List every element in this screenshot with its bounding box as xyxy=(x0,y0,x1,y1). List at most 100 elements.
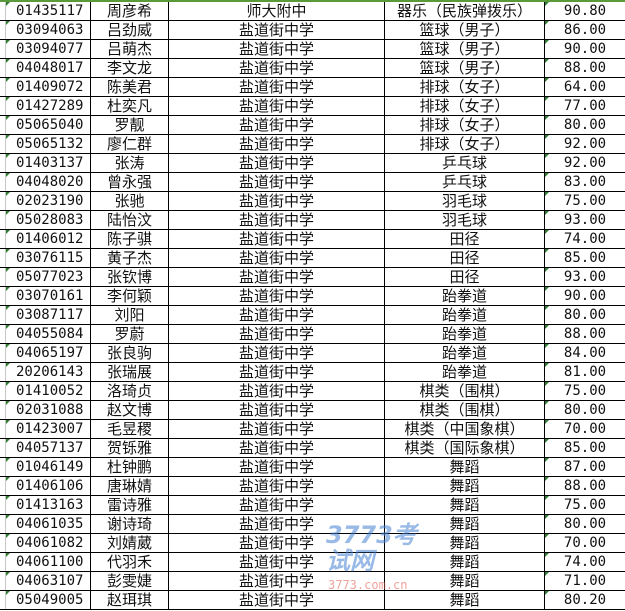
cell-score[interactable]: 70.00 xyxy=(545,534,625,552)
cell-name[interactable]: 罗蔚 xyxy=(91,325,169,343)
cell-score[interactable]: 74.00 xyxy=(545,553,625,571)
cell-id[interactable]: 01427289 xyxy=(6,97,91,115)
cell-item[interactable]: 排球（女子） xyxy=(385,78,545,96)
cell-score[interactable]: 74.00 xyxy=(545,230,625,248)
cell-id[interactable]: 04065197 xyxy=(6,344,91,362)
cell-school[interactable]: 盐道街中学 xyxy=(169,268,385,286)
cell-school[interactable]: 盐道街中学 xyxy=(169,97,385,115)
cell-id[interactable]: 03087117 xyxy=(6,306,91,324)
cell-id[interactable]: 01410052 xyxy=(6,382,91,400)
cell-item[interactable]: 跆拳道 xyxy=(385,306,545,324)
cell-name[interactable]: 陈子骐 xyxy=(91,230,169,248)
cell-school[interactable]: 盐道街中学 xyxy=(169,382,385,400)
cell-name[interactable]: 张钦博 xyxy=(91,268,169,286)
cell-school[interactable]: 盐道街中学 xyxy=(169,230,385,248)
cell-name[interactable]: 曾永强 xyxy=(91,173,169,191)
cell-score[interactable]: 90.00 xyxy=(545,40,625,58)
cell-id[interactable]: 01406012 xyxy=(6,230,91,248)
cell-id[interactable]: 05077023 xyxy=(6,268,91,286)
cell-name[interactable]: 张瑞展 xyxy=(91,363,169,381)
cell-name[interactable]: 陈美君 xyxy=(91,78,169,96)
cell-score[interactable]: 71.00 xyxy=(545,572,625,590)
cell-school[interactable]: 盐道街中学 xyxy=(169,306,385,324)
cell-school[interactable]: 师大附中 xyxy=(169,2,385,20)
cell-item[interactable]: 舞蹈 xyxy=(385,534,545,552)
cell-school[interactable]: 盐道街中学 xyxy=(169,78,385,96)
cell-school[interactable]: 盐道街中学 xyxy=(169,344,385,362)
cell-school[interactable]: 盐道街中学 xyxy=(169,572,385,590)
cell-id[interactable]: 01413163 xyxy=(6,496,91,514)
cell-item[interactable]: 田径 xyxy=(385,268,545,286)
cell-item[interactable]: 篮球（男子） xyxy=(385,21,545,39)
cell-name[interactable]: 杜奕凡 xyxy=(91,97,169,115)
cell-id[interactable]: 04048017 xyxy=(6,59,91,77)
cell-school[interactable]: 盐道街中学 xyxy=(169,534,385,552)
cell-id[interactable]: 05049005 xyxy=(6,591,91,609)
cell-school[interactable]: 盐道街中学 xyxy=(169,40,385,58)
cell-item[interactable]: 乒乓球 xyxy=(385,173,545,191)
cell-name[interactable]: 唐琳婧 xyxy=(91,477,169,495)
cell-item[interactable]: 舞蹈 xyxy=(385,572,545,590)
cell-school[interactable]: 盐道街中学 xyxy=(169,591,385,609)
cell-score[interactable]: 88.00 xyxy=(545,59,625,77)
cell-id[interactable]: 04061035 xyxy=(6,515,91,533)
cell-id[interactable]: 04048020 xyxy=(6,173,91,191)
cell-school[interactable]: 盐道街中学 xyxy=(169,287,385,305)
cell-item[interactable]: 羽毛球 xyxy=(385,192,545,210)
cell-name[interactable]: 杜钟鹏 xyxy=(91,458,169,476)
cell-score[interactable]: 93.00 xyxy=(545,211,625,229)
cell-score[interactable]: 80.00 xyxy=(545,306,625,324)
cell-id[interactable]: 01406106 xyxy=(6,477,91,495)
cell-name[interactable]: 张涛 xyxy=(91,154,169,172)
cell-school[interactable]: 盐道街中学 xyxy=(169,325,385,343)
cell-score[interactable]: 85.00 xyxy=(545,249,625,267)
cell-school[interactable]: 盐道街中学 xyxy=(169,211,385,229)
cell-school[interactable]: 盐道街中学 xyxy=(169,439,385,457)
cell-school[interactable]: 盐道街中学 xyxy=(169,59,385,77)
cell-name[interactable]: 代羽禾 xyxy=(91,553,169,571)
cell-id[interactable]: 01423007 xyxy=(6,420,91,438)
cell-item[interactable]: 羽毛球 xyxy=(385,211,545,229)
cell-school[interactable]: 盐道街中学 xyxy=(169,192,385,210)
cell-id[interactable]: 01046149 xyxy=(6,458,91,476)
cell-item[interactable]: 田径 xyxy=(385,230,545,248)
cell-item[interactable]: 篮球（男子） xyxy=(385,59,545,77)
cell-item[interactable]: 乒乓球 xyxy=(385,154,545,172)
cell-score[interactable]: 88.00 xyxy=(545,477,625,495)
cell-school[interactable]: 盐道街中学 xyxy=(169,154,385,172)
cell-school[interactable]: 盐道街中学 xyxy=(169,21,385,39)
cell-id[interactable]: 02023190 xyxy=(6,192,91,210)
cell-id[interactable]: 04055084 xyxy=(6,325,91,343)
cell-score[interactable]: 80.20 xyxy=(545,591,625,609)
cell-score[interactable]: 75.00 xyxy=(545,496,625,514)
cell-item[interactable]: 排球（女子） xyxy=(385,97,545,115)
cell-score[interactable]: 90.00 xyxy=(545,287,625,305)
cell-item[interactable]: 棋类（国际象棋） xyxy=(385,439,545,457)
cell-item[interactable]: 跆拳道 xyxy=(385,287,545,305)
cell-id[interactable]: 05065132 xyxy=(6,135,91,153)
cell-id[interactable]: 05028083 xyxy=(6,211,91,229)
cell-id[interactable]: 20206143 xyxy=(6,363,91,381)
cell-item[interactable]: 跆拳道 xyxy=(385,325,545,343)
cell-name[interactable]: 黄子杰 xyxy=(91,249,169,267)
cell-score[interactable]: 87.00 xyxy=(545,458,625,476)
cell-name[interactable]: 李何颖 xyxy=(91,287,169,305)
cell-name[interactable]: 洛琦贞 xyxy=(91,382,169,400)
cell-school[interactable]: 盐道街中学 xyxy=(169,496,385,514)
cell-item[interactable]: 舞蹈 xyxy=(385,477,545,495)
cell-score[interactable]: 88.00 xyxy=(545,325,625,343)
cell-score[interactable]: 92.00 xyxy=(545,135,625,153)
cell-score[interactable]: 75.00 xyxy=(545,192,625,210)
cell-school[interactable]: 盐道街中学 xyxy=(169,401,385,419)
cell-id[interactable]: 04061082 xyxy=(6,534,91,552)
cell-school[interactable]: 盐道街中学 xyxy=(169,173,385,191)
cell-score[interactable]: 70.00 xyxy=(545,420,625,438)
cell-name[interactable]: 刘阳 xyxy=(91,306,169,324)
cell-name[interactable]: 刘婧葳 xyxy=(91,534,169,552)
cell-score[interactable]: 81.00 xyxy=(545,363,625,381)
cell-item[interactable]: 棋类（围棋） xyxy=(385,382,545,400)
cell-name[interactable]: 吕劲威 xyxy=(91,21,169,39)
cell-id[interactable]: 04061100 xyxy=(6,553,91,571)
cell-item[interactable]: 排球（女子） xyxy=(385,135,545,153)
cell-score[interactable]: 90.80 xyxy=(545,2,625,20)
